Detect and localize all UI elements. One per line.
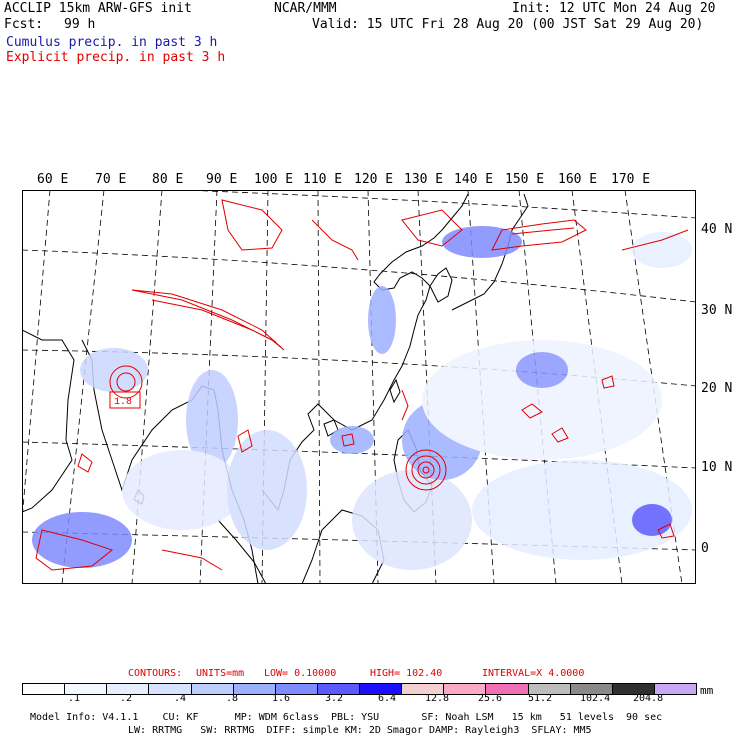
colorbar-tick: 25.6 [478,693,503,704]
model-info-line1: Model Info: V4.1.1 CU: KF MP: WDM 6class… [30,712,663,723]
precip-colorbar [22,683,697,695]
lon-label: 100 E [254,172,294,187]
colorbar-swatch [612,684,655,694]
cumulus-legend: Cumulus precip. in past 3 h [6,35,218,50]
lat-line-30n [22,249,696,303]
map-title: ACCLIP 15km ARW-GFS init [4,1,192,16]
contours-label: CONTOURS: [128,668,183,679]
colorbar-tick: 12.8 [425,693,450,704]
colorbar-tick: 1.6 [272,693,291,704]
indochina-coast [261,193,469,512]
colorbar-swatch [486,684,529,694]
max-value-label: 1.8 [114,397,132,408]
colorbar-tick: .4 [174,693,187,704]
colorbar-tick: 6.4 [378,693,397,704]
contours-units: UNITS=mm [196,668,245,679]
lat-line-10n [22,441,696,469]
sumatra [217,519,267,584]
forecast-label: Fcst: [4,17,44,32]
lon-line [261,190,269,584]
organization-label: NCAR/MMM [274,1,337,16]
lon-line [367,190,379,584]
lon-label: 120 E [354,172,394,187]
lon-line [199,190,218,584]
colorbar-swatch [233,684,276,694]
forecast-hours: 99 h [64,17,96,32]
lat-label: 30 N [701,303,733,318]
colorbar-swatch [444,684,487,694]
colorbar-tick: .1 [68,693,81,704]
lat-label: 20 N [701,381,733,396]
lon-label: 160 E [558,172,598,187]
model-info-line2: LW: RRTMG SW: RRTMG DIFF: simple KM: 2D … [128,725,592,736]
lon-label: 70 E [95,172,127,187]
colorbar-tick: 51.2 [528,693,553,704]
colorbar-swatch [654,684,696,694]
typhoon-contours [405,449,447,491]
lon-label: 170 E [611,172,651,187]
colorbar-tick: 3.2 [325,693,344,704]
lon-line [22,190,51,521]
explicit-precip-contours [35,199,689,571]
lon-label: 150 E [505,172,545,187]
contours-high: HIGH= 102.40 [370,668,443,679]
korea-coast [429,267,453,303]
lat-label: 40 N [701,222,733,237]
lon-label: 80 E [152,172,184,187]
arabia-coast [22,329,75,513]
lon-label: 90 E [206,172,238,187]
lon-label: 130 E [404,172,444,187]
lon-label: 140 E [454,172,494,187]
lon-label: 60 E [37,172,69,187]
lat-label: 10 N [701,460,733,475]
lon-label: 110 E [303,172,343,187]
colorbar-tick: .2 [120,693,133,704]
colorbar-swatch [528,684,571,694]
lat-label: 0 [701,541,709,556]
explicit-legend: Explicit precip. in past 3 h [6,50,226,65]
cyclone-contours-india [109,365,143,399]
contours-low: LOW= 0.10000 [264,668,337,679]
lon-line [417,190,437,584]
colorbar-swatch [107,684,150,694]
lon-line [131,190,163,584]
colorbar-tick: .8 [226,693,239,704]
taiwan [389,378,401,404]
colorbar-swatch [275,684,318,694]
init-time: Init: 12 UTC Mon 24 Aug 20 [512,1,716,16]
colorbar-swatch [360,684,403,694]
colorbar-swatch [191,684,234,694]
colorbar-swatch [23,684,66,694]
precipitation-map: 1.8 [22,190,696,584]
contours-interval: INTERVAL=X 4.0000 [482,668,585,679]
colorbar-tick: 204.8 [633,693,664,704]
colorbar-swatch [317,684,360,694]
colorbar-swatch [402,684,445,694]
max-value-box [109,391,141,409]
cumulus-precip-areas [32,226,692,570]
lat-line-40n [181,190,696,219]
colorbar-swatch [570,684,613,694]
lon-line [518,190,557,584]
colorbar-tick: 102.4 [580,693,611,704]
colorbar-swatch [149,684,192,694]
colorbar-unit: mm [700,684,714,697]
valid-time: Valid: 15 UTC Fri 28 Aug 20 (00 JST Sat … [312,17,704,32]
lon-line [317,190,321,584]
colorbar-swatch [65,684,108,694]
